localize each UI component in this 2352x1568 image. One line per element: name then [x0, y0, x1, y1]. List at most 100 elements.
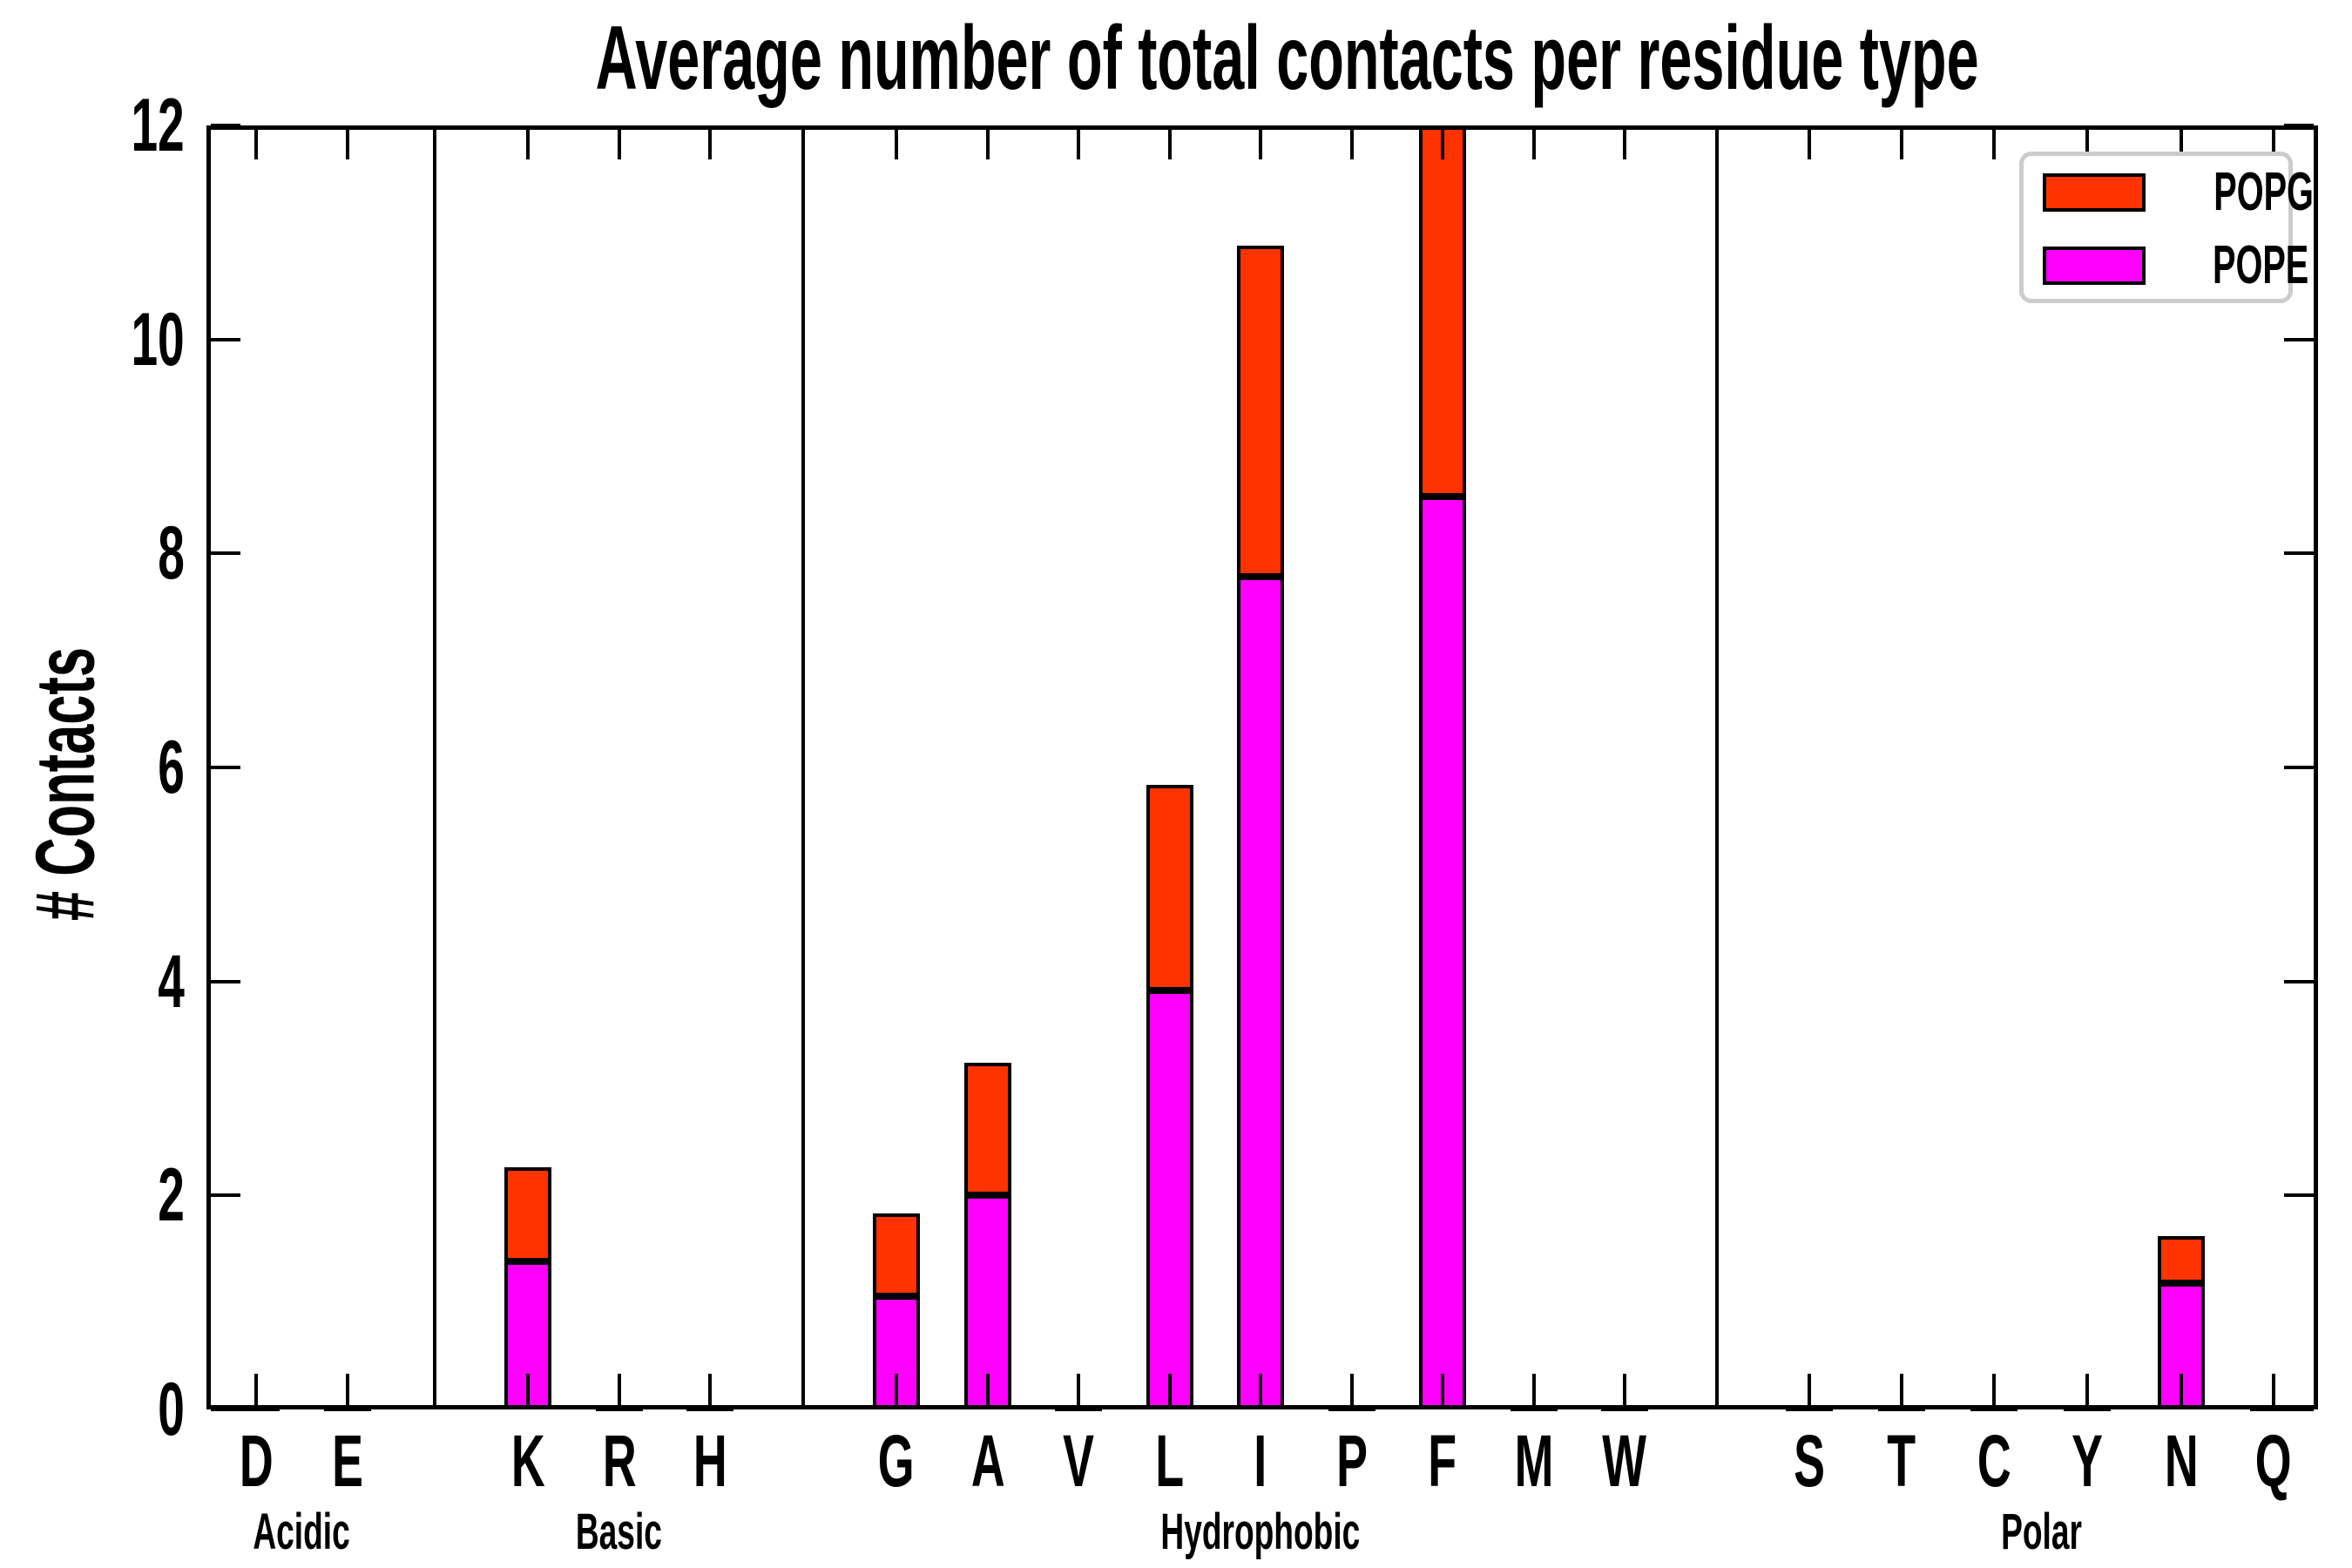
group-label-acidic: Acidic — [128, 1505, 476, 1559]
x-tick-label-S: S — [1748, 1422, 1870, 1500]
x-tick-label-text: H — [693, 1420, 727, 1502]
x-tick-bottom-Y — [2085, 1374, 2089, 1407]
y-tick-label: 0 — [0, 1369, 185, 1450]
bar-segment-G-POPG — [873, 1213, 920, 1296]
group-label-text: Basic — [575, 1504, 663, 1560]
y-tick-label: 4 — [0, 942, 185, 1022]
x-tick-bottom-C — [1992, 1374, 1996, 1407]
chart-title-text: Average number of total contacts per res… — [595, 8, 1979, 109]
x-tick-bottom-Q — [2272, 1374, 2275, 1407]
y-tick-left — [211, 979, 240, 983]
x-tick-bottom-D — [254, 1374, 258, 1407]
y-tick-label-text: 6 — [158, 726, 185, 810]
x-tick-bottom-F — [1441, 1374, 1444, 1407]
x-tick-label-text: G — [878, 1420, 915, 1502]
x-tick-label-text: S — [1794, 1420, 1825, 1502]
x-tick-top-N — [2180, 130, 2183, 159]
x-tick-bottom-E — [346, 1374, 349, 1407]
x-tick-label-C: C — [1933, 1422, 2055, 1500]
x-tick-top-A — [986, 130, 990, 159]
y-tick-label: 8 — [0, 513, 185, 593]
y-tick-left — [211, 766, 240, 770]
bar-segment-I-POPE — [1237, 577, 1284, 1409]
x-tick-top-V — [1077, 130, 1080, 159]
x-tick-label-N: N — [2120, 1422, 2242, 1500]
x-tick-label-text: D — [239, 1420, 274, 1502]
legend-row-pope: POPE — [2024, 239, 2308, 293]
legend-swatch-pope — [2043, 247, 2146, 285]
bar-segment-I-POPG — [1237, 245, 1284, 578]
y-tick-right — [2284, 1408, 2314, 1411]
x-tick-label-text: R — [602, 1420, 637, 1502]
x-tick-label-L: L — [1109, 1422, 1231, 1500]
y-tick-label-text: 12 — [131, 84, 185, 168]
x-tick-top-K — [526, 130, 530, 159]
group-label-basic: Basic — [445, 1505, 794, 1559]
y-tick-label-text: 0 — [158, 1368, 185, 1451]
x-tick-label-text: E — [332, 1420, 363, 1502]
x-tick-top-S — [1808, 130, 1811, 159]
x-tick-bottom-A — [986, 1374, 990, 1407]
group-separator-line — [801, 125, 805, 1409]
legend-row-popg: POPG — [2024, 166, 2314, 220]
x-tick-bottom-T — [1900, 1374, 1903, 1407]
bar-segment-N-POPG — [2158, 1236, 2205, 1284]
y-tick-label: 10 — [0, 300, 185, 380]
x-tick-label-R: R — [558, 1422, 680, 1500]
x-tick-label-text: L — [1155, 1420, 1185, 1502]
x-tick-top-F — [1441, 130, 1444, 159]
y-tick-right — [2284, 337, 2314, 341]
x-tick-label-text: F — [1428, 1420, 1457, 1502]
bar-segment-A-POPG — [964, 1063, 1011, 1196]
y-tick-right — [2284, 979, 2314, 983]
x-tick-label-text: W — [1602, 1420, 1647, 1502]
y-tick-label: 6 — [0, 727, 185, 808]
x-tick-bottom-S — [1808, 1374, 1811, 1407]
y-tick-right — [2284, 766, 2314, 770]
x-tick-bottom-N — [2180, 1374, 2183, 1407]
x-tick-label-Y: Y — [2026, 1422, 2148, 1500]
y-tick-left — [211, 551, 240, 556]
x-tick-top-G — [895, 130, 898, 159]
chart-title: Average number of total contacts per res… — [206, 7, 2318, 110]
x-tick-top-E — [346, 130, 349, 159]
x-tick-top-T — [1900, 130, 1903, 159]
x-tick-bottom-H — [708, 1374, 712, 1407]
x-tick-top-R — [618, 130, 621, 159]
bar-segment-F-POPE — [1419, 497, 1466, 1409]
x-tick-top-P — [1350, 130, 1354, 159]
x-tick-bottom-G — [895, 1374, 898, 1407]
y-tick-label-text: 2 — [158, 1153, 185, 1238]
legend-swatch-popg — [2043, 173, 2146, 212]
x-tick-bottom-R — [618, 1374, 621, 1407]
y-tick-label-text: 4 — [158, 939, 185, 1024]
bar-segment-F-POPG — [1419, 125, 1466, 497]
x-tick-label-text: P — [1336, 1420, 1368, 1502]
x-tick-bottom-L — [1168, 1374, 1172, 1407]
y-tick-left — [211, 337, 240, 341]
x-tick-label-text: M — [1514, 1420, 1554, 1502]
x-tick-label-text: Q — [2255, 1420, 2292, 1502]
group-separator-line — [1715, 125, 1719, 1409]
y-tick-left — [211, 124, 240, 128]
x-tick-bottom-P — [1350, 1374, 1354, 1407]
y-tick-left — [211, 1408, 240, 1411]
x-tick-label-K: K — [467, 1422, 589, 1500]
x-tick-label-I: I — [1200, 1422, 1321, 1500]
y-tick-left — [211, 1193, 240, 1198]
group-separator-line — [433, 125, 436, 1409]
x-tick-bottom-V — [1077, 1374, 1080, 1407]
x-tick-top-Y — [2085, 130, 2089, 159]
legend-label-popg: POPG — [2213, 162, 2314, 222]
x-tick-label-M: M — [1473, 1422, 1595, 1500]
x-tick-label-Q: Q — [2213, 1422, 2335, 1500]
x-tick-top-H — [708, 130, 712, 159]
x-tick-top-L — [1168, 130, 1172, 159]
x-tick-label-T: T — [1841, 1422, 1963, 1500]
x-tick-bottom-M — [1532, 1374, 1536, 1407]
group-label-polar: Polar — [1868, 1505, 2216, 1559]
y-tick-label-text: 10 — [131, 297, 185, 382]
x-tick-label-text: A — [970, 1420, 1005, 1502]
x-tick-top-W — [1623, 130, 1626, 159]
